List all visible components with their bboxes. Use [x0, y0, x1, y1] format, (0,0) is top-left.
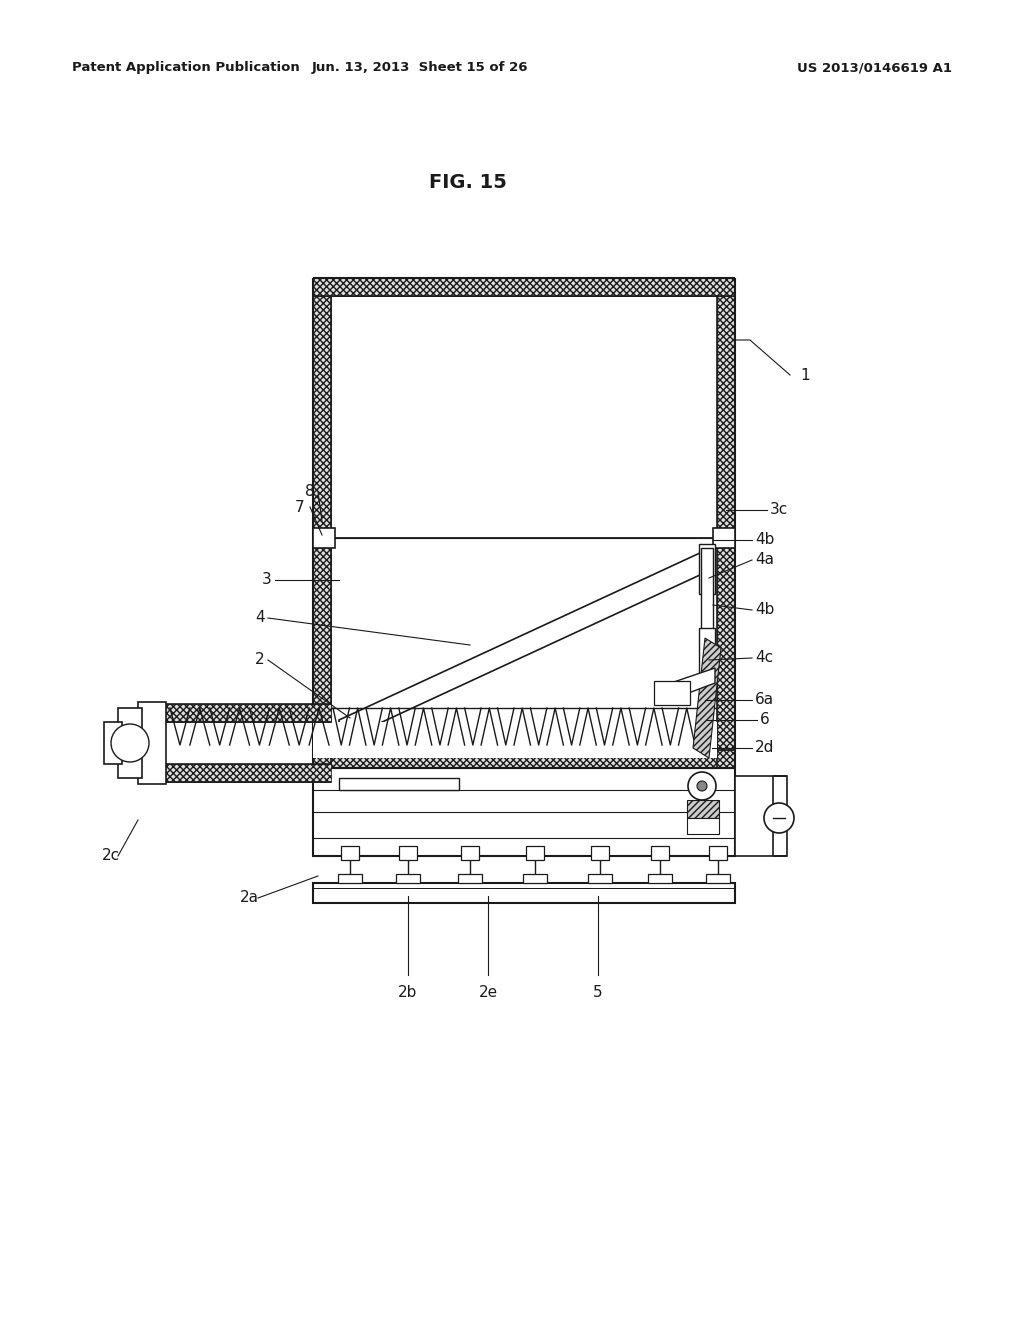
Polygon shape: [339, 546, 715, 742]
Text: 2c: 2c: [102, 849, 120, 863]
Text: 4c: 4c: [755, 651, 773, 665]
Circle shape: [688, 772, 716, 800]
Text: 4: 4: [255, 610, 264, 626]
Text: 6: 6: [760, 713, 770, 727]
Bar: [651, 846, 669, 861]
Text: 2e: 2e: [478, 985, 498, 1001]
Bar: [338, 874, 362, 883]
Text: 3c: 3c: [770, 503, 788, 517]
Bar: [461, 846, 479, 861]
Text: 2a: 2a: [240, 891, 259, 906]
Bar: [526, 846, 544, 861]
Bar: [687, 818, 719, 834]
Text: 2b: 2b: [398, 985, 418, 1001]
Bar: [313, 768, 735, 855]
Text: FIG. 15: FIG. 15: [429, 173, 507, 191]
Text: 4a: 4a: [755, 553, 774, 568]
Polygon shape: [701, 548, 713, 634]
Text: 5: 5: [593, 985, 603, 1001]
Text: 2d: 2d: [755, 741, 774, 755]
Bar: [118, 708, 142, 777]
Text: 3: 3: [262, 573, 271, 587]
Text: Jun. 13, 2013  Sheet 15 of 26: Jun. 13, 2013 Sheet 15 of 26: [311, 62, 528, 74]
Bar: [399, 846, 417, 861]
Bar: [341, 846, 359, 861]
Bar: [313, 539, 331, 768]
Bar: [313, 883, 735, 903]
Bar: [313, 722, 717, 758]
Bar: [523, 874, 547, 883]
Bar: [396, 874, 420, 883]
Bar: [687, 800, 719, 818]
Bar: [717, 296, 735, 539]
Polygon shape: [662, 668, 715, 704]
Bar: [709, 846, 727, 861]
Bar: [735, 776, 787, 855]
Bar: [104, 722, 122, 764]
Bar: [591, 846, 609, 861]
Bar: [163, 764, 331, 781]
Text: 6a: 6a: [755, 693, 774, 708]
Bar: [717, 539, 735, 768]
Circle shape: [764, 803, 794, 833]
Bar: [138, 702, 166, 784]
Bar: [699, 544, 715, 594]
Text: 8: 8: [305, 484, 314, 499]
Bar: [163, 704, 331, 722]
Bar: [313, 750, 735, 768]
Text: Patent Application Publication: Patent Application Publication: [72, 62, 300, 74]
Bar: [458, 874, 482, 883]
Bar: [654, 681, 690, 705]
Text: US 2013/0146619 A1: US 2013/0146619 A1: [797, 62, 952, 74]
Bar: [706, 874, 730, 883]
Polygon shape: [693, 638, 721, 758]
Bar: [588, 874, 612, 883]
Bar: [313, 279, 735, 296]
Text: 2: 2: [255, 652, 264, 668]
Bar: [339, 777, 459, 789]
Text: 1: 1: [800, 367, 810, 383]
Circle shape: [697, 781, 707, 791]
Bar: [699, 628, 715, 676]
Text: 4b: 4b: [755, 602, 774, 618]
Bar: [313, 528, 335, 548]
Text: 7: 7: [295, 499, 304, 515]
Text: 4b: 4b: [755, 532, 774, 548]
Circle shape: [111, 723, 150, 762]
Bar: [648, 874, 672, 883]
Bar: [313, 296, 331, 539]
Bar: [713, 528, 735, 548]
